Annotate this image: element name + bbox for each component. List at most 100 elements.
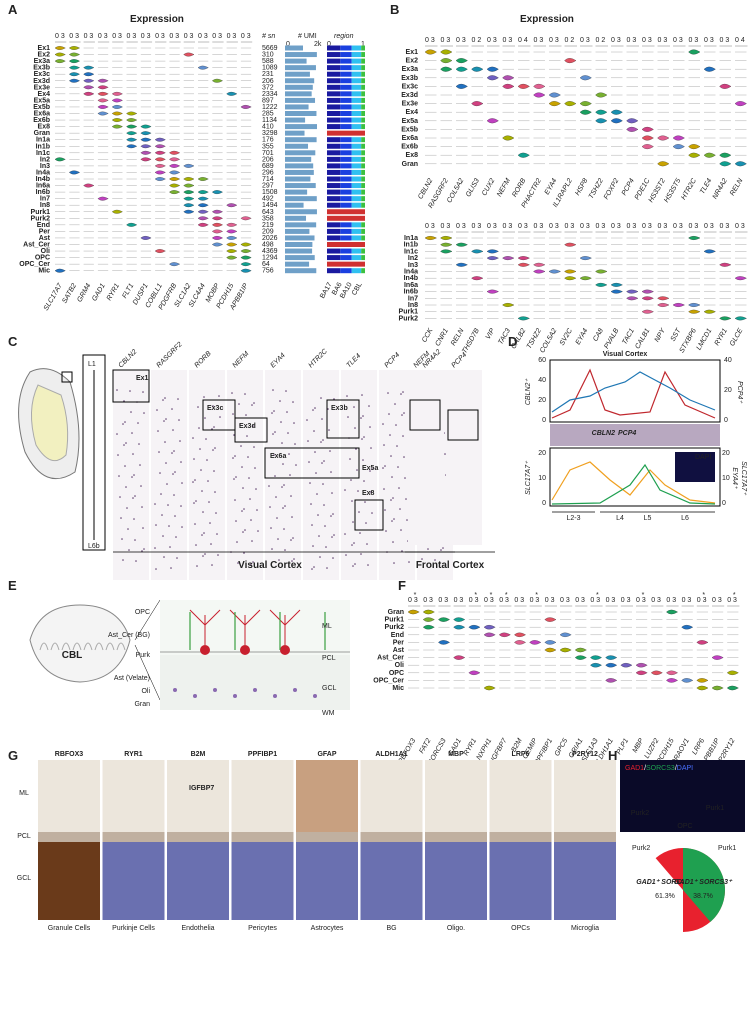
- ish-dot: [316, 493, 318, 495]
- ish-dot: [181, 526, 183, 528]
- ish-dot: [120, 517, 122, 519]
- violin: [486, 75, 499, 81]
- ish-dot: [135, 560, 137, 562]
- cell-label: Mic: [38, 268, 50, 275]
- ish-dot: [131, 476, 133, 478]
- violin: [595, 109, 608, 115]
- violin: [54, 46, 66, 50]
- axis-tick-label: 0: [542, 500, 546, 507]
- title: Visual Cortex: [603, 351, 648, 358]
- ish-dot: [402, 435, 404, 437]
- violin: [517, 262, 530, 267]
- ish-dot: [354, 563, 356, 565]
- cell-label: Ast_Cer: [23, 242, 50, 249]
- ihc-gcl: [425, 842, 487, 920]
- ish-dot: [140, 485, 142, 487]
- axis-tick-label: 0 3: [55, 33, 65, 40]
- folia: [94, 642, 104, 651]
- ish-dot: [201, 490, 203, 492]
- panel-label: B: [390, 2, 399, 17]
- cell-label: Purk2: [31, 215, 51, 222]
- layer-label: PCL: [322, 655, 336, 662]
- ish-dot: [323, 460, 325, 462]
- ish-dot: [385, 530, 387, 532]
- ish-dot: [370, 491, 372, 493]
- ihc-ml: [167, 760, 229, 832]
- violin: [455, 66, 468, 72]
- axis-tick-label: 0 3: [590, 597, 600, 604]
- ish-dot: [271, 412, 273, 414]
- axis-label: SLC17A7⁺: [740, 461, 747, 496]
- ish-dot: [287, 432, 289, 434]
- region-bar: [351, 228, 362, 234]
- violin: [440, 66, 453, 72]
- cell-type-label: Microglia: [571, 925, 599, 932]
- violin: [169, 170, 180, 175]
- violin: [154, 157, 166, 162]
- ish-image: [151, 370, 187, 580]
- cell-label: Purk: [136, 652, 151, 659]
- stain-legend: GAD1/SORCS3/DAPI: [625, 765, 693, 772]
- axis-tick-label: 0 3: [503, 37, 513, 44]
- violin: [672, 303, 685, 307]
- violin: [579, 256, 592, 261]
- ish-dot: [137, 422, 139, 424]
- region-bar: [340, 235, 352, 241]
- umi-bar: [285, 215, 307, 221]
- ish-dot: [163, 556, 165, 558]
- region-bar: [361, 111, 365, 116]
- ish-dot: [116, 433, 118, 435]
- violin: [471, 249, 484, 254]
- violin: [533, 83, 546, 89]
- region-bar: [327, 255, 341, 261]
- cell-label: Oli: [41, 248, 50, 255]
- violin: [533, 269, 546, 274]
- ish-dot: [345, 554, 347, 556]
- violin: [688, 236, 701, 240]
- violin: [455, 58, 468, 64]
- ish-dot: [248, 477, 250, 479]
- ish-dot: [271, 548, 273, 550]
- ish-dot: [322, 439, 324, 441]
- ish-dot: [333, 534, 335, 536]
- ish-dot: [215, 512, 217, 514]
- ish-dot: [326, 567, 328, 569]
- axis-tick-label: 0 3: [456, 223, 466, 230]
- ihc-pcl: [425, 832, 487, 842]
- count-label: 2026: [262, 235, 278, 242]
- violin: [514, 632, 526, 638]
- ish-dot: [217, 554, 219, 556]
- violin: [726, 685, 739, 691]
- ish-dot: [408, 561, 410, 563]
- ish-image: [189, 370, 225, 580]
- ish-dot: [218, 395, 220, 397]
- umi-bar: [285, 71, 310, 77]
- ish-dot: [256, 509, 258, 511]
- violin: [440, 249, 453, 254]
- ish-dot: [178, 419, 180, 421]
- violin: [533, 262, 546, 267]
- gene-label: VIP: [485, 327, 497, 341]
- ish-dot: [249, 498, 251, 500]
- region-bar: [351, 97, 362, 103]
- stain-name: /: [644, 765, 646, 772]
- umi-bar: [285, 130, 305, 136]
- ish-dot: [282, 463, 284, 465]
- ish-image: [408, 370, 444, 545]
- violin: [595, 92, 608, 98]
- violin: [197, 209, 209, 214]
- ish-dot: [383, 444, 385, 446]
- cell-label: Ex5b: [33, 104, 50, 111]
- ish-dot: [118, 475, 120, 477]
- granule: [293, 688, 297, 692]
- ish-dot: [362, 459, 364, 461]
- violin: [688, 144, 701, 150]
- count-label: 372: [262, 84, 274, 91]
- ish-dot: [391, 476, 393, 478]
- violin: [54, 268, 66, 273]
- violin: [626, 289, 639, 294]
- region-bar: [340, 163, 352, 169]
- ish-dot: [232, 457, 234, 459]
- violin: [83, 183, 95, 188]
- cell-label: Purk1: [31, 209, 51, 216]
